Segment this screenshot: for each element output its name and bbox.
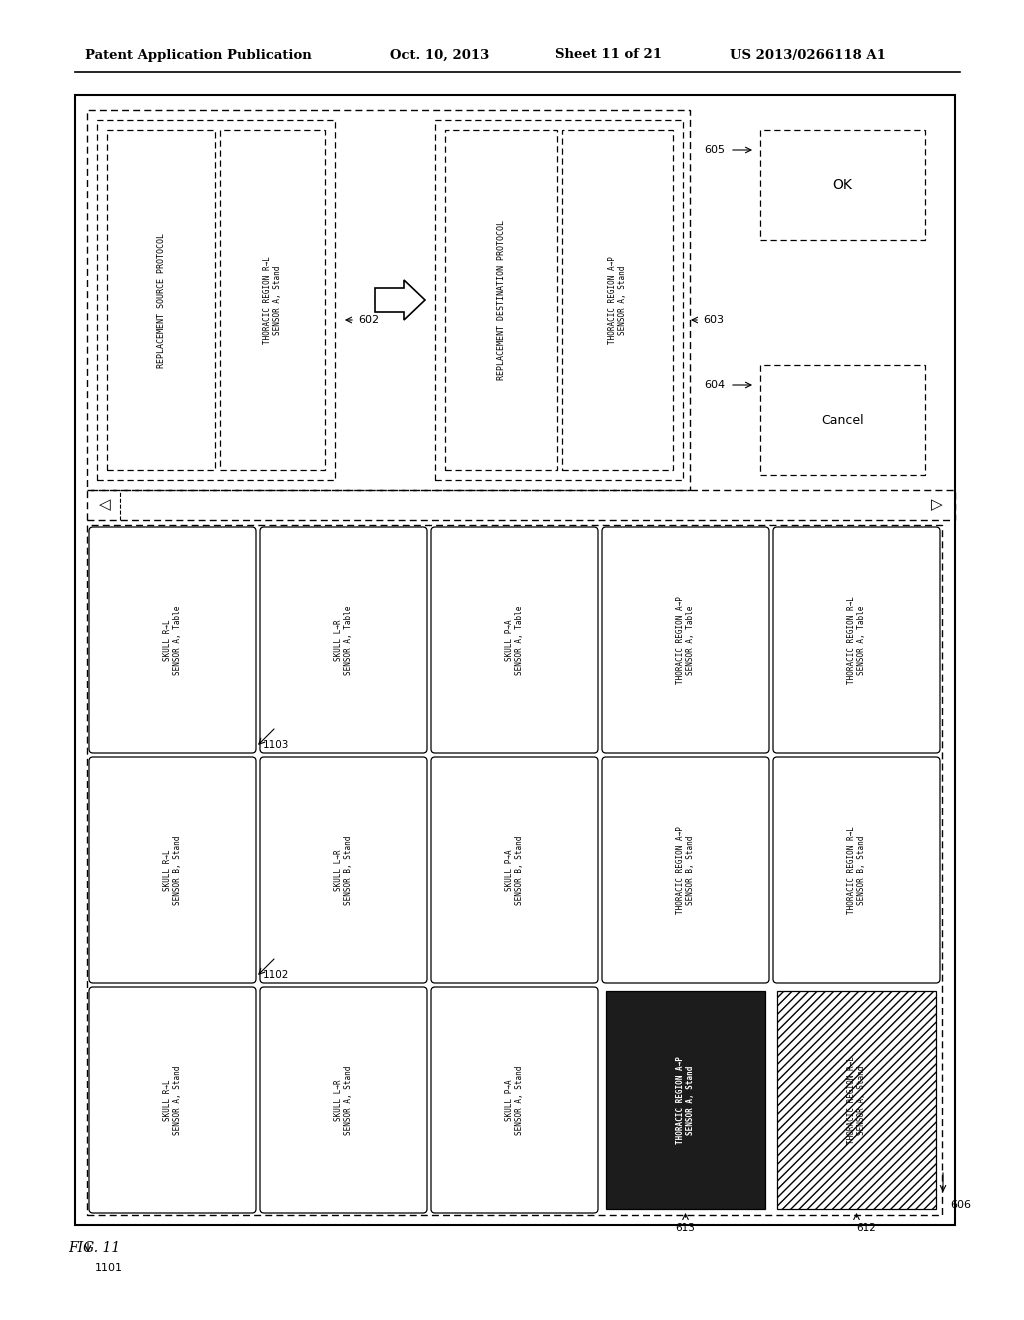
FancyBboxPatch shape <box>773 527 940 752</box>
FancyBboxPatch shape <box>89 987 256 1213</box>
Bar <box>760 129 925 240</box>
Bar <box>97 120 335 480</box>
FancyBboxPatch shape <box>260 987 427 1213</box>
Text: 604: 604 <box>703 380 725 389</box>
Bar <box>760 366 925 475</box>
Text: Oct. 10, 2013: Oct. 10, 2013 <box>390 49 489 62</box>
Text: Cancel: Cancel <box>821 413 864 426</box>
Text: 1103: 1103 <box>263 741 290 750</box>
Bar <box>87 110 690 490</box>
Bar <box>562 129 673 470</box>
Text: 605: 605 <box>705 145 725 154</box>
Text: SKULL L→R
SENSOR B, Stand: SKULL L→R SENSOR B, Stand <box>334 836 353 904</box>
Text: Patent Application Publication: Patent Application Publication <box>85 49 311 62</box>
Text: THORACIC REGION A→P
SENSOR A, Stand: THORACIC REGION A→P SENSOR A, Stand <box>608 256 627 345</box>
Bar <box>606 991 765 1209</box>
Text: 602: 602 <box>358 315 379 325</box>
Text: 606: 606 <box>950 1200 971 1210</box>
Text: REPLACEMENT SOURCE PROTOCOL: REPLACEMENT SOURCE PROTOCOL <box>157 232 166 367</box>
Bar <box>435 120 683 480</box>
Text: 613: 613 <box>676 1224 695 1233</box>
Text: SKULL L→R
SENSOR A, Stand: SKULL L→R SENSOR A, Stand <box>334 1065 353 1135</box>
Bar <box>87 490 955 520</box>
Text: THORACIC REGION A→P
SENSOR B, Stand: THORACIC REGION A→P SENSOR B, Stand <box>676 826 695 913</box>
Text: SKULL P→A
SENSOR B, Stand: SKULL P→A SENSOR B, Stand <box>505 836 524 904</box>
Text: SKULL L→R
SENSOR A, Table: SKULL L→R SENSOR A, Table <box>334 606 353 675</box>
Text: 1102: 1102 <box>263 970 290 979</box>
Text: THORACIC REGION R→L
SENSOR A, Table: THORACIC REGION R→L SENSOR A, Table <box>847 597 866 684</box>
Bar <box>220 129 325 470</box>
Text: THORACIC REGION R→L
SENSOR A, Stand: THORACIC REGION R→L SENSOR A, Stand <box>847 1056 866 1144</box>
Text: Sheet 11 of 21: Sheet 11 of 21 <box>555 49 662 62</box>
Text: OK: OK <box>833 178 852 191</box>
Text: SKULL P→A
SENSOR A, Stand: SKULL P→A SENSOR A, Stand <box>505 1065 524 1135</box>
Bar <box>87 525 942 1214</box>
Bar <box>106 129 215 470</box>
Text: US 2013/0266118 A1: US 2013/0266118 A1 <box>730 49 886 62</box>
FancyBboxPatch shape <box>89 756 256 983</box>
FancyBboxPatch shape <box>602 527 769 752</box>
Text: THORACIC REGION A→P
SENSOR A, Stand: THORACIC REGION A→P SENSOR A, Stand <box>676 1056 695 1144</box>
FancyBboxPatch shape <box>431 527 598 752</box>
Text: SKULL R→L
SENSOR A, Stand: SKULL R→L SENSOR A, Stand <box>163 1065 182 1135</box>
Text: 1101: 1101 <box>95 1263 123 1272</box>
Text: REPLACEMENT DESTINATION PROTOCOL: REPLACEMENT DESTINATION PROTOCOL <box>497 220 506 380</box>
Text: ◁: ◁ <box>99 498 111 512</box>
Bar <box>445 129 557 470</box>
Text: THORACIC REGION R→L
SENSOR B, Stand: THORACIC REGION R→L SENSOR B, Stand <box>847 826 866 913</box>
FancyBboxPatch shape <box>773 756 940 983</box>
FancyBboxPatch shape <box>431 756 598 983</box>
Text: THORACIC REGION R→L
SENSOR A, Stand: THORACIC REGION R→L SENSOR A, Stand <box>263 256 283 345</box>
FancyBboxPatch shape <box>602 756 769 983</box>
FancyBboxPatch shape <box>89 527 256 752</box>
Text: SKULL R→L
SENSOR B, Stand: SKULL R→L SENSOR B, Stand <box>163 836 182 904</box>
Text: THORACIC REGION A→P
SENSOR A, Table: THORACIC REGION A→P SENSOR A, Table <box>676 597 695 684</box>
Polygon shape <box>375 280 425 319</box>
Text: 612: 612 <box>856 1224 877 1233</box>
FancyBboxPatch shape <box>431 987 598 1213</box>
Bar <box>777 991 936 1209</box>
Text: SKULL R→L
SENSOR A, Table: SKULL R→L SENSOR A, Table <box>163 606 182 675</box>
FancyBboxPatch shape <box>260 756 427 983</box>
Text: FIG. 11: FIG. 11 <box>68 1241 120 1255</box>
Text: ▷: ▷ <box>931 498 943 512</box>
Text: SKULL P→A
SENSOR A, Table: SKULL P→A SENSOR A, Table <box>505 606 524 675</box>
Text: 603: 603 <box>703 315 724 325</box>
FancyBboxPatch shape <box>260 527 427 752</box>
